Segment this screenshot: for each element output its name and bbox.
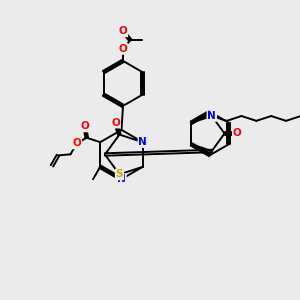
Text: S: S [116,169,123,179]
Text: N: N [208,111,216,121]
Text: O: O [233,128,242,139]
Text: O: O [80,122,89,131]
Text: O: O [111,118,120,128]
Text: O: O [118,44,127,54]
Text: N: N [138,137,147,147]
Text: N: N [117,174,126,184]
Text: O: O [72,138,81,148]
Text: O: O [118,26,127,36]
